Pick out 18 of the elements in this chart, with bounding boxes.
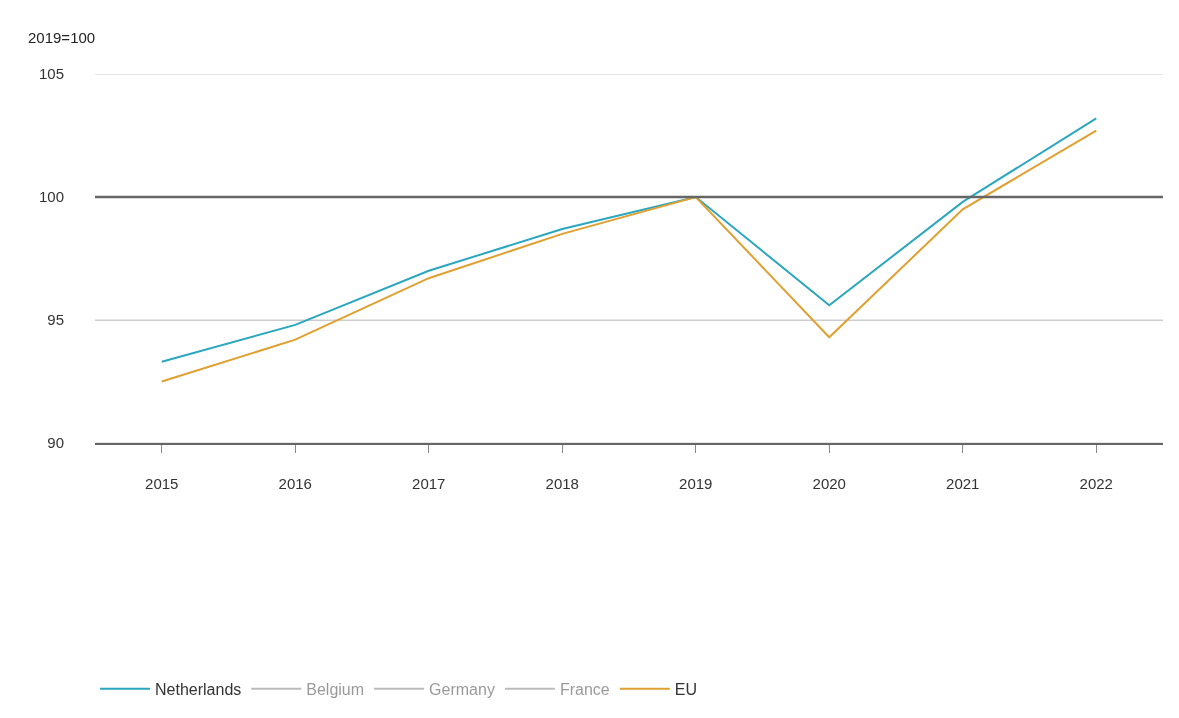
x-tick-label: 2015 [145,475,179,492]
y-tick-label: 90 [47,434,64,452]
x-tick-label: 2017 [412,475,446,492]
x-tick-label: 2016 [278,475,312,492]
x-tick-label: 2020 [812,475,846,492]
x-tick-label: 2018 [545,475,579,492]
x-tick-label: 2022 [1079,475,1113,492]
y-tick-label: 100 [38,188,64,206]
legend-label: EU [674,680,698,698]
legend-label: Netherlands [155,680,242,698]
x-tick-label: 2019 [679,475,713,492]
legend-label: Germany [429,680,495,698]
legend-label: Belgium [306,680,365,698]
y-tick-label: 95 [47,311,64,329]
legend-label: France [559,680,610,698]
y-tick-label: 105 [38,65,64,83]
x-tick-label: 2021 [946,475,980,492]
y-axis-title: 2019=100 [28,29,96,46]
